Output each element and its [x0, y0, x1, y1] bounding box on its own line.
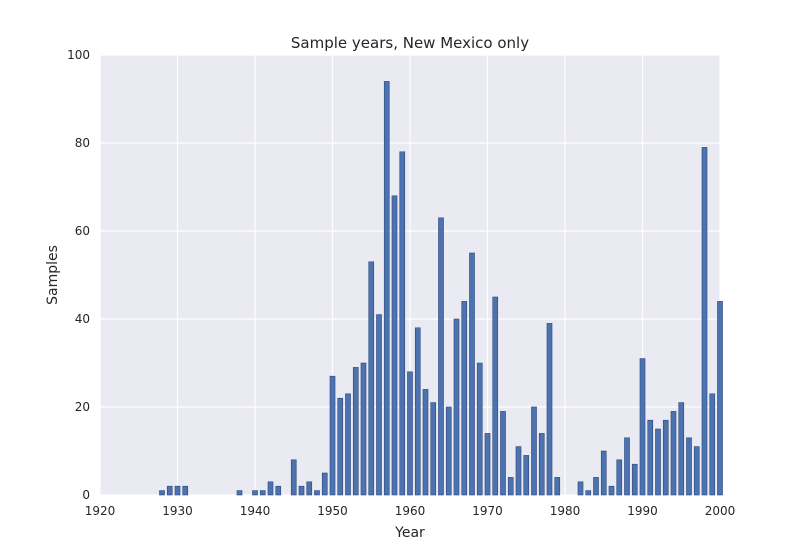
bar	[693, 446, 700, 496]
bar	[352, 367, 359, 496]
bar	[507, 477, 514, 496]
bar	[717, 301, 723, 496]
bar	[414, 327, 421, 496]
bars	[159, 81, 723, 496]
bar	[360, 362, 367, 496]
bar	[383, 81, 390, 496]
bar	[182, 485, 189, 496]
bar	[585, 490, 592, 496]
bar	[306, 481, 313, 496]
x-tick-label: 1950	[317, 504, 348, 518]
bar	[391, 195, 398, 496]
bar	[368, 261, 375, 496]
bar	[546, 323, 553, 496]
y-tick-labels: 0 20 40 60 80 100	[67, 48, 90, 502]
bar	[492, 296, 499, 496]
chart-title: Sample years, New Mexico only	[291, 34, 529, 52]
bar	[631, 463, 638, 496]
bar	[662, 419, 669, 496]
bar	[639, 358, 646, 496]
bar	[469, 252, 475, 496]
bar	[523, 455, 530, 496]
x-tick-label: 1980	[550, 504, 581, 518]
bar	[655, 428, 661, 496]
x-tick-label: 1990	[627, 504, 658, 518]
y-tick-label: 40	[75, 312, 90, 326]
bar	[275, 485, 282, 496]
x-tick-label: 1970	[472, 504, 503, 518]
bar	[484, 433, 491, 496]
bar	[593, 477, 599, 496]
bar	[461, 301, 468, 496]
x-axis-label: Year	[394, 525, 425, 541]
bar	[259, 490, 266, 496]
bar	[399, 151, 406, 496]
y-axis-label: Samples	[45, 245, 61, 305]
bar	[647, 419, 654, 496]
bar	[538, 433, 545, 496]
bar	[531, 406, 537, 496]
bar	[476, 362, 483, 496]
bar	[445, 406, 452, 496]
bar	[174, 485, 181, 496]
bar	[267, 481, 274, 496]
bar	[608, 485, 615, 496]
bar	[290, 459, 297, 496]
bar	[600, 450, 607, 496]
x-tick-label: 2000	[705, 504, 736, 518]
bar	[515, 446, 522, 496]
bar	[453, 318, 460, 496]
bar	[321, 472, 328, 496]
bar	[166, 485, 173, 496]
bar	[678, 402, 685, 496]
y-tick-label: 80	[75, 136, 90, 150]
bar	[686, 437, 692, 496]
bar	[252, 490, 258, 496]
x-tick-labels: 1920 1930 1940 1950 1960 1970 1980 1990 2000	[85, 504, 736, 518]
bar	[438, 217, 444, 496]
y-tick-label: 60	[75, 224, 90, 238]
bar	[701, 147, 708, 496]
x-tick-label: 1920	[85, 504, 116, 518]
bar	[577, 481, 584, 496]
y-tick-label: 100	[67, 48, 90, 62]
bar	[422, 389, 429, 496]
x-tick-label: 1940	[240, 504, 271, 518]
bar	[554, 477, 561, 496]
bar	[500, 411, 506, 496]
bar	[709, 393, 716, 496]
bar	[236, 490, 243, 496]
bar	[616, 459, 623, 496]
bar	[670, 411, 677, 496]
y-tick-label: 0	[82, 488, 90, 502]
bar	[159, 490, 165, 496]
bar	[407, 371, 413, 496]
bar	[329, 375, 336, 496]
bar	[376, 314, 382, 496]
x-tick-label: 1930	[162, 504, 193, 518]
y-tick-label: 20	[75, 400, 90, 414]
bar	[314, 490, 320, 496]
bar	[298, 485, 305, 496]
bar	[624, 437, 630, 496]
bar	[345, 393, 351, 496]
bar	[337, 397, 344, 496]
x-tick-label: 1960	[395, 504, 426, 518]
bar	[430, 402, 437, 496]
